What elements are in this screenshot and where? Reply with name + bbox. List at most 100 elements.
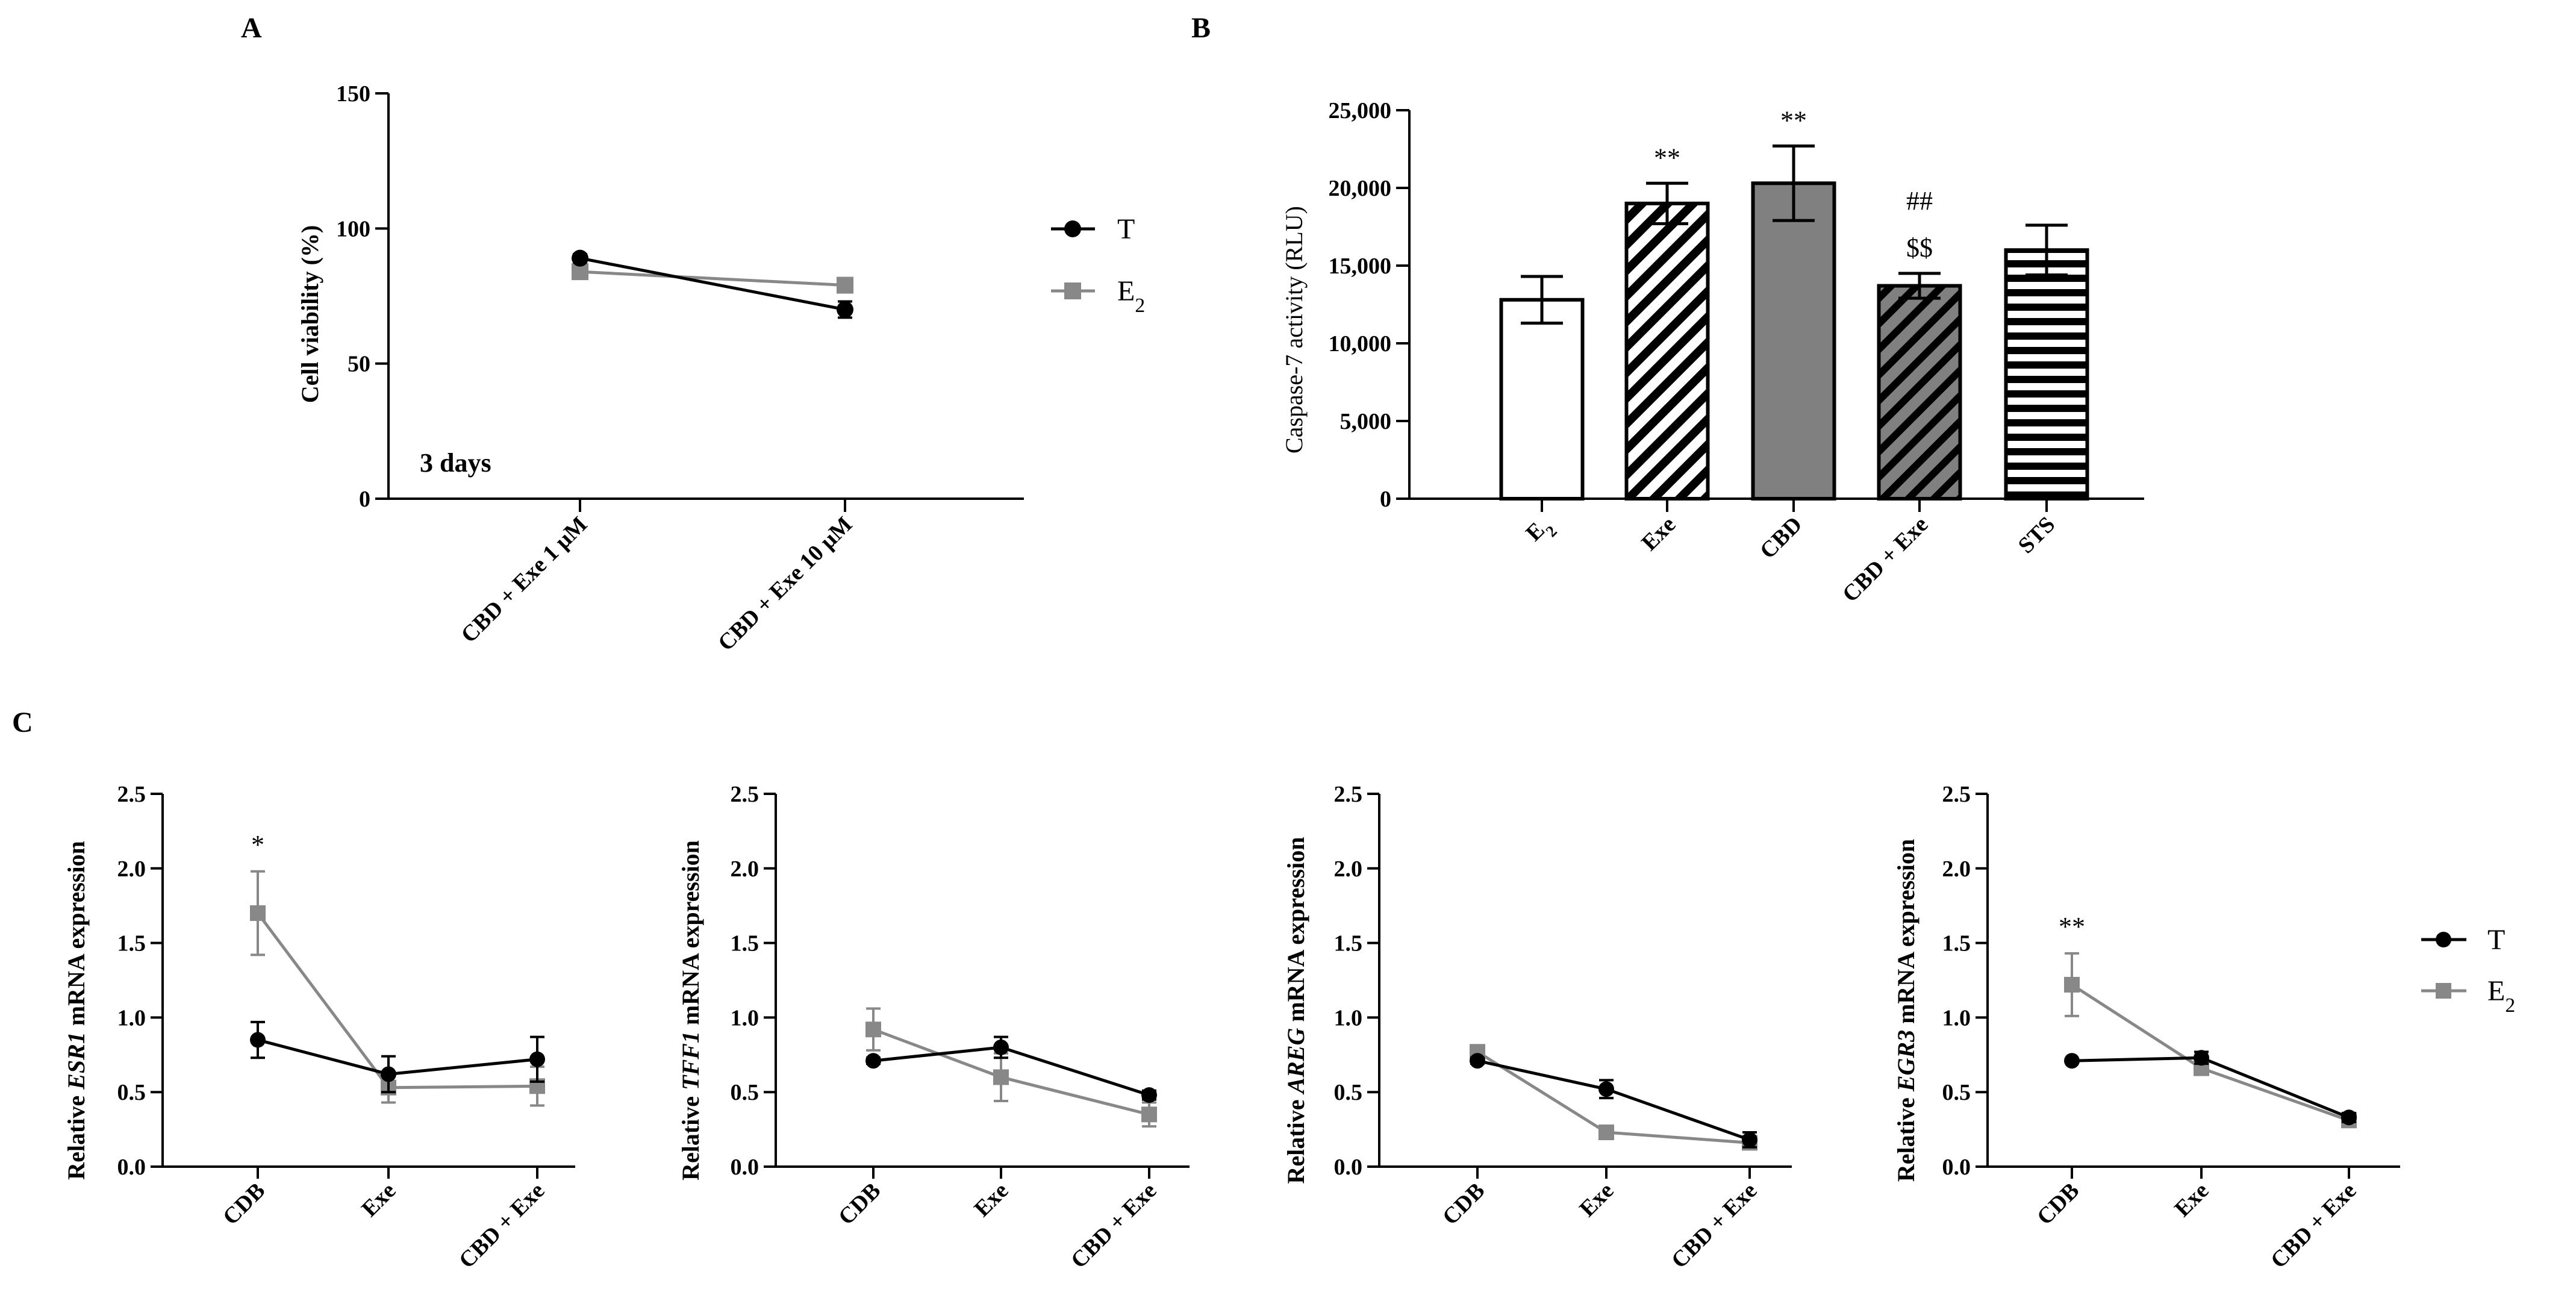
y-axis-title-suffix: mRNA expression [1892,839,1920,1030]
y-tick-label: 2.5 [731,782,759,807]
data-point-T [1598,1081,1614,1097]
x-tick-label: CBD + Exe 1 μM [456,512,592,648]
series-line-E2 [873,1028,1150,1116]
y-tick-label: 2.5 [1334,782,1363,807]
y-tick-label: 0.5 [1942,1080,1971,1105]
series-line-T [579,257,846,311]
y-tick-label: 1.5 [731,931,759,956]
y-tick-label: 0.0 [731,1155,759,1180]
y-tick-label: 0.5 [1334,1080,1363,1105]
y-tick-label: 1.0 [117,1005,146,1031]
x-tick-label: Exe [2169,1178,2213,1222]
y-tick-label: 50 [348,352,370,377]
x-tick-label: CDB [218,1178,270,1230]
significance-label: ** [1654,143,1680,172]
significance-label: ** [2059,912,2085,941]
panel-c1-chart: 0.0 0.5 1.0 1.5 2.0 2.5 Relative ESR1 mRNA exp… [63,782,575,1273]
x-tick-label: CBD + Exe [1066,1178,1161,1273]
y-tick-label: 1.5 [1942,931,1971,956]
legend-label-E2: E2 [2487,975,2515,1017]
data-point-T [837,301,853,318]
legend-label-T: T [1117,213,1135,245]
y-tick-label: 20,000 [1329,176,1392,201]
bar-3 [1877,284,1962,501]
x-tick-label: CBD + Exe [1667,1178,1762,1273]
y-tick-label: 2.0 [1942,856,1971,882]
y-tick-label: 1.0 [1942,1005,1971,1031]
y-tick-label: 0 [359,487,370,512]
x-tick-label: E2 [1521,512,1561,552]
data-point-E2 [865,1021,881,1038]
data-point-T [865,1053,881,1069]
y-axis-title-suffix: mRNA expression [1282,837,1309,1028]
data-point-E2 [837,276,853,294]
data-point-E2 [1141,1106,1157,1123]
gene-name: ESR1 [63,1032,90,1090]
legend-label-E2: E2 [1117,275,1145,317]
y-axis-title-suffix: mRNA expression [677,840,704,1031]
y-tick-label: 0.0 [117,1155,146,1180]
y-tick-label: 1.5 [1334,931,1363,956]
panel-c3-chart: 0.0 0.5 1.0 1.5 2.0 2.5 Relative AREG mRNA exp… [1282,782,1792,1273]
panel-b-chart: 0 5,000 10,000 15,000 20,000 25,000 Caspase-7 … [1280,98,2144,607]
panel-label-c: C [12,706,33,738]
series-line-E2 [579,270,846,287]
series-line-T [873,1046,1150,1097]
legend-marker-T [2436,932,2451,947]
y-axis-title: Relative AREG mRNA expression [1282,837,1309,1184]
duration-note: 3 days [420,448,491,478]
legend-c: T E2 [2421,924,2515,1017]
significance-label: ** [1780,105,1807,135]
y-axis-title: Relative TFF1 mRNA expression [677,840,704,1181]
data-point-T [1742,1132,1757,1148]
y-tick-label: 0 [1380,487,1391,512]
y-tick-label: 1.0 [1334,1005,1363,1031]
data-point-T [1141,1087,1157,1103]
panel-label-b: B [1191,12,1211,44]
data-point-T [572,249,588,267]
data-point-T [250,1032,266,1048]
data-point-E2 [1598,1124,1614,1141]
bar-0 [1499,298,1585,501]
y-axis-title: Cell viability (%) [296,225,323,404]
gene-name: EGR3 [1892,1030,1920,1092]
panel-label-a: A [241,12,262,44]
y-tick-label: 2.5 [117,782,146,807]
bar-1 [1624,201,1710,501]
y-tick-label: 2.0 [1334,856,1363,882]
data-point-T [2341,1109,2357,1126]
x-tick-label: CBD [1755,512,1807,564]
x-tick-label: CBD + Exe [2266,1178,2361,1273]
x-tick-label: STS [2013,512,2060,559]
y-tick-label: 150 [336,81,370,107]
x-tick-label: CDB [1438,1178,1489,1230]
significance-label: $$ [1906,233,1933,263]
legend-marker-T [1064,220,1081,237]
series-line-T [2071,1056,2350,1119]
legend-label-T: T [2487,924,2505,956]
y-axis-title-suffix: mRNA expression [63,841,90,1032]
x-tick-label: CDB [834,1178,885,1230]
data-point-T [381,1066,396,1082]
x-tick-label: CDB [2032,1178,2084,1230]
y-axis-title: Relative ESR1 mRNA expression [63,841,90,1180]
data-point-T [1470,1053,1485,1069]
significance-label: * [251,830,264,859]
y-tick-label: 15,000 [1329,254,1392,279]
panel-c4-chart: 0.0 0.5 1.0 1.5 2.0 2.5 Relative EGR3 mRNA exp… [1892,782,2400,1273]
panel-a-chart: 0 50 100 150 CBD + Exe 1 μM CBD + Exe 10 μM Ce… [296,81,1145,656]
gene-name: TFF1 [677,1031,704,1090]
y-tick-label: 25,000 [1329,98,1392,123]
y-tick-label: 0.5 [117,1080,146,1105]
y-tick-label: 1.5 [117,931,146,956]
y-tick-label: 0.0 [1942,1155,1971,1180]
x-tick-label: CBD + Exe [1838,512,1933,607]
bar-2 [1751,181,1836,501]
data-point-E2 [2064,976,2080,993]
data-point-T [2064,1053,2080,1069]
bar-4 [2004,248,2089,501]
data-point-T [529,1051,545,1067]
x-tick-label: CBD + Exe 10 μM [713,512,857,656]
y-axis-title-prefix: Relative [677,1090,704,1181]
